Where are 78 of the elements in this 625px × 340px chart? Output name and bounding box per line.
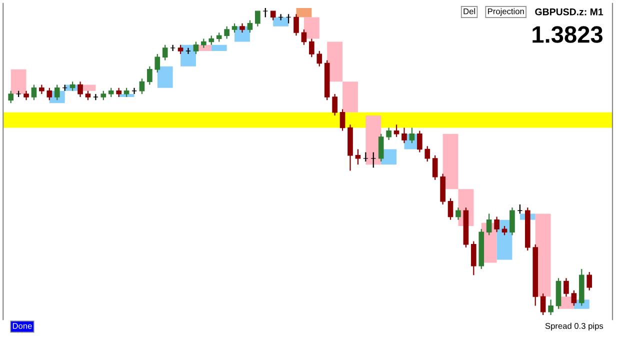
candlestick [124,87,130,98]
bar [366,115,382,165]
candlestick [470,240,476,276]
candlestick [193,41,199,55]
text: Spread 0.3 pips [545,322,604,331]
candlestick [208,35,214,46]
bar [10,69,26,94]
candlestick [232,22,238,34]
candlestick [100,90,106,101]
candlestick [510,206,515,236]
annotation: Projection [488,8,524,16]
candlestick [54,84,60,101]
candlestick [402,127,407,144]
candlestick [162,44,168,61]
candlestick [201,38,206,48]
candlestick [216,32,222,42]
candlestick [240,22,245,34]
candlestick [139,78,145,95]
candlestick [116,87,122,98]
candlestick [147,66,152,86]
candlestick [178,44,184,55]
candlestick [286,14,292,24]
text: Done [12,323,32,329]
candlestick [340,108,346,132]
candlestick [85,90,91,101]
candlestick [270,10,276,21]
candlestick [409,127,415,144]
annotation: Del [464,8,475,14]
candlestick [262,7,268,18]
candlestick [456,206,461,220]
bar [211,44,227,51]
candlestick [31,84,37,101]
candlestick [154,54,160,74]
candlestick [494,216,500,233]
candlestick [564,278,569,298]
bar [296,8,312,18]
candlestick [108,87,114,98]
bar [273,17,289,26]
bar [157,66,173,88]
candlestick [448,198,454,220]
candlestick [39,84,44,95]
candlestick [70,81,76,92]
candlestick [355,148,361,166]
bar [342,82,358,112]
candlestick [224,26,230,40]
candlestick [294,14,299,36]
candlestick [486,213,492,236]
candlestick [309,38,314,58]
candlestick [186,47,191,55]
candlestick [432,154,438,180]
candlestick [416,130,422,153]
candlestick [24,90,29,101]
candlestick [132,87,137,95]
candlestick [378,133,384,162]
candlestick [332,93,338,116]
candlestick [8,90,14,104]
candlestick [78,81,83,98]
text: 1.3823 [532,26,603,43]
bar [442,134,458,190]
candlestick [46,87,52,101]
candlestick [394,124,400,138]
bar [327,42,343,82]
candlestick [548,299,554,316]
candlestick [386,127,392,141]
bar [304,17,320,39]
candlestick [517,204,523,214]
candlestick [316,50,322,67]
candlestick [247,20,253,34]
candlestick [540,292,546,316]
candlestick [424,146,430,162]
candlestick [363,152,368,162]
candlestick [571,290,577,306]
candlestick [301,28,307,46]
candlestick [370,152,376,168]
candlestick [586,271,592,291]
chart-title: GBPUSD.z: M1 [535,8,604,16]
candlestick [502,225,508,236]
candlestick [255,10,260,27]
